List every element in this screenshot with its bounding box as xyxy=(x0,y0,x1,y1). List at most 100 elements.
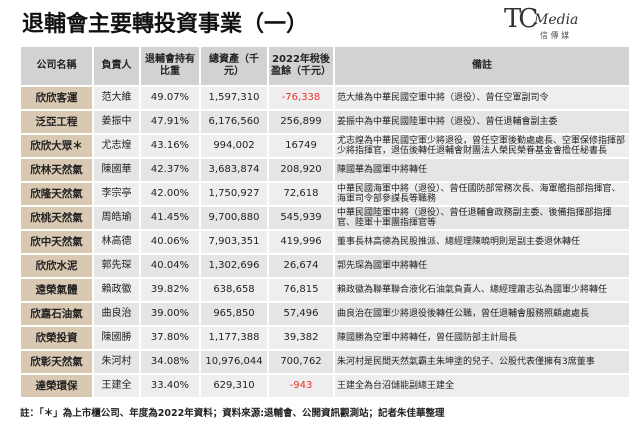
logo-subtitle: 信 傳 媒 xyxy=(540,31,570,40)
table-cell: 尤志煌 xyxy=(93,134,140,158)
table-cell: 965,850 xyxy=(200,302,268,326)
table-row: 欣欣水泥 郭先琛 40.04% 1,302,696 26,674 郭先琛為國軍中將轉任 xyxy=(20,254,630,278)
table-cell: 郭先琛 xyxy=(93,254,140,278)
table-cell: 王建全 xyxy=(93,374,140,398)
table-row: 欣嘉石油氣 曲良治 39.00% 965,850 57,496 曲良治在國軍少將退役後轉任… xyxy=(20,302,630,326)
company-cell: 欣欣客運 xyxy=(20,86,93,110)
company-cell: 欣林天然氣 xyxy=(20,158,93,182)
table-cell: 1,177,388 xyxy=(200,326,268,350)
table-cell: -76,338 xyxy=(268,86,334,110)
table-cell: 37.80% xyxy=(140,326,200,350)
table-cell: 陳國華 xyxy=(93,158,140,182)
note-cell: 郭先琛為國軍中將轉任 xyxy=(334,254,630,278)
table-cell: 72,618 xyxy=(268,182,334,206)
table-cell: 57,496 xyxy=(268,302,334,326)
table-cell: 42.37% xyxy=(140,158,200,182)
table-cell: 1,750,927 xyxy=(200,182,268,206)
table-cell: 638,658 xyxy=(200,278,268,302)
company-cell: 欣桃天然氣 xyxy=(20,206,93,230)
table-cell: 47.91% xyxy=(140,110,200,134)
company-cell: 欣彰天然氣 xyxy=(20,350,93,374)
table-row: 欣欣客運 范大維 49.07% 1,597,310 -76,338 范大維為中華民國空軍中… xyxy=(20,86,630,110)
table-row: 欣欣大眾＊ 尤志煌 43.16% 994,002 16749 尤志煌為中華民國空軍少將退役… xyxy=(20,134,630,158)
table-cell: 陳國勝 xyxy=(93,326,140,350)
table-cell: 40.06% xyxy=(140,230,200,254)
company-cell: 欣欣水泥 xyxy=(20,254,93,278)
table-cell: 39.00% xyxy=(140,302,200,326)
table-cell: 42.00% xyxy=(140,182,200,206)
table-cell: 朱河村 xyxy=(93,350,140,374)
company-cell: 欣榮投資 xyxy=(20,326,93,350)
table-cell: 姜振中 xyxy=(93,110,140,134)
table-cell: 曲良治 xyxy=(93,302,140,326)
company-cell: 達榮環保 xyxy=(20,374,93,398)
table-cell: 26,674 xyxy=(268,254,334,278)
table-cell: 33.40% xyxy=(140,374,200,398)
table-row: 欣桃天然氣 周皓瑜 41.45% 9,700,880 545,939 中華民國陸軍中將（退… xyxy=(20,206,630,230)
table-cell: 1,597,310 xyxy=(200,86,268,110)
note-cell: 朱河村是民間天然氣霸主朱坤塗的兒子、公股代表僅擁有3席董事 xyxy=(334,350,630,374)
table-cell: 49.07% xyxy=(140,86,200,110)
logo: TC Media 信 傳 媒 xyxy=(504,4,624,42)
table-row: 泛亞工程 姜振中 47.91% 6,176,560 256,899 姜振中為中華民國陸軍中… xyxy=(20,110,630,134)
table-row: 欣隆天然氣 李宗亭 42.00% 1,750,927 72,618 中華民國海軍中將（退役… xyxy=(20,182,630,206)
company-cell: 遠榮氣體 xyxy=(20,278,93,302)
note-cell: 董事長林高德為民股推派、總經理陳曉明則是副主委退休轉任 xyxy=(334,230,630,254)
table-cell: 419,996 xyxy=(268,230,334,254)
company-cell: 欣中天然氣 xyxy=(20,230,93,254)
table-cell: 994,002 xyxy=(200,134,268,158)
title: 退輔會主要轉投資事業（一） xyxy=(22,12,309,37)
table-cell: 39,382 xyxy=(268,326,334,350)
table-cell: 16749 xyxy=(268,134,334,158)
table-row: 欣榮投資 陳國勝 37.80% 1,177,388 39,382 陳國勝為空軍中將轉任，曾… xyxy=(20,326,630,350)
table-cell: 39.82% xyxy=(140,278,200,302)
footnote: 註：「＊」為上市櫃公司、年度為2022年資料；資料來源:退輔會、公開資訊觀測站；… xyxy=(20,408,445,419)
note-cell: 尤志煌為中華民國空軍少將退役，曾任空軍後勤處處長、空軍保修指揮部少將指揮官，退伍… xyxy=(334,134,630,158)
table-cell: 34.08% xyxy=(140,350,200,374)
table-cell: 9,700,880 xyxy=(200,206,268,230)
column-header: 負責人 xyxy=(93,46,140,86)
note-cell: 曲良治在國軍少將退役後轉任公職，曾任退輔會服務照顧處處長 xyxy=(334,302,630,326)
table-cell: 李宗亭 xyxy=(93,182,140,206)
table-cell: 43.16% xyxy=(140,134,200,158)
column-header: 備註 xyxy=(334,46,630,86)
table-cell: 256,899 xyxy=(268,110,334,134)
company-cell: 泛亞工程 xyxy=(20,110,93,134)
table-cell: 700,762 xyxy=(268,350,334,374)
table-row: 欣林天然氣 陳國華 42.37% 3,683,874 208,920 陳國華為國軍中將轉任 xyxy=(20,158,630,182)
column-header: 公司名稱 xyxy=(20,46,93,86)
table-cell: 周皓瑜 xyxy=(93,206,140,230)
column-header: 退輔會持有比重 xyxy=(140,46,200,86)
table-cell: 1,302,696 xyxy=(200,254,268,278)
table-cell: 629,310 xyxy=(200,374,268,398)
table-cell: 7,903,351 xyxy=(200,230,268,254)
column-header: 總資產（千元） xyxy=(200,46,268,86)
note-cell: 王建全為台沼儲能副總王建全 xyxy=(334,374,630,398)
note-cell: 賴政徽為聯華聯合液化石油氣負責人、總經理蕭志弘為國軍少將轉任 xyxy=(334,278,630,302)
table-cell: 范大維 xyxy=(93,86,140,110)
table-cell: 76,815 xyxy=(268,278,334,302)
table-cell: 林高德 xyxy=(93,230,140,254)
table-cell: 3,683,874 xyxy=(200,158,268,182)
column-header: 2022年稅後盈餘（千元） xyxy=(268,46,334,86)
table-cell: 41.45% xyxy=(140,206,200,230)
table-row: 欣中天然氣 林高德 40.06% 7,903,351 419,996 董事長林高德為民股推… xyxy=(20,230,630,254)
table: 公司名稱 負責人 退輔會持有比重 總資產（千元） 2022年稅後盈餘（千元） 備註 欣欣客… xyxy=(20,46,630,398)
table-cell: 208,920 xyxy=(268,158,334,182)
table-cell: -943 xyxy=(268,374,334,398)
company-cell: 欣隆天然氣 xyxy=(20,182,93,206)
table-cell: 6,176,560 xyxy=(200,110,268,134)
table-cell: 賴政徽 xyxy=(93,278,140,302)
note-cell: 中華民國海軍中將（退役）、曾任國防部常務次長、海軍艦指部指揮官、海軍司令部參謀長… xyxy=(334,182,630,206)
company-cell: 欣欣大眾＊ xyxy=(20,134,93,158)
note-cell: 陳國勝為空軍中將轉任，曾任國防部主計局長 xyxy=(334,326,630,350)
note-cell: 范大維為中華民國空軍中將（退役）、曾任空軍副司令 xyxy=(334,86,630,110)
table-row: 欣彰天然氣 朱河村 34.08% 10,976,044 700,762 朱河村是民間天然氣… xyxy=(20,350,630,374)
table-row: 遠榮氣體 賴政徽 39.82% 638,658 76,815 賴政徽為聯華聯合液化石油氣負… xyxy=(20,278,630,302)
header-row: 公司名稱 負責人 退輔會持有比重 總資產（千元） 2022年稅後盈餘（千元） 備註 xyxy=(20,46,630,86)
note-cell: 中華民國陸軍中將（退役）、曾任退輔會政務副主委、後備指揮部指揮官、陸軍十軍團指揮… xyxy=(334,206,630,230)
table-cell: 545,939 xyxy=(268,206,334,230)
logo-name: Media xyxy=(534,12,579,28)
company-cell: 欣嘉石油氣 xyxy=(20,302,93,326)
